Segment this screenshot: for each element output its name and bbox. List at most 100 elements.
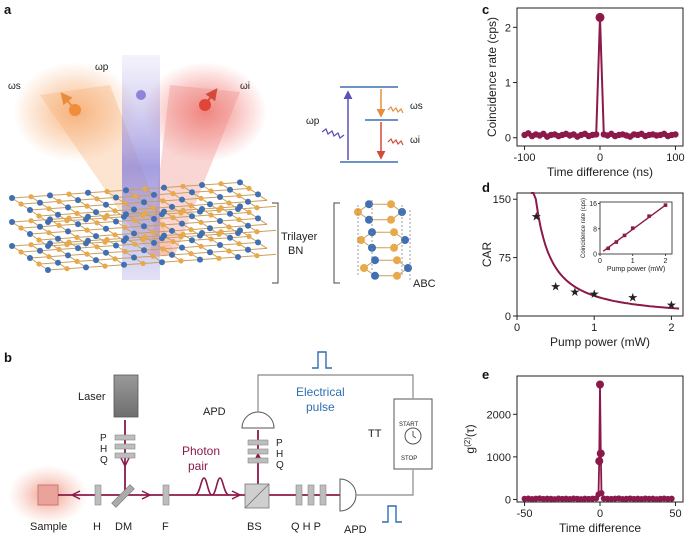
label-omega-i: ωi	[240, 81, 250, 92]
bn-bond	[256, 253, 277, 257]
polarizer-3	[319, 484, 327, 506]
bn-bond	[76, 259, 97, 262]
boron-atom	[404, 264, 412, 272]
boron-atom	[189, 189, 195, 196]
boron-atom	[365, 200, 373, 209]
nitrogen-atom	[102, 263, 108, 269]
pump-wave	[321, 127, 345, 140]
boron-atom	[75, 245, 81, 252]
bn-bond	[39, 248, 60, 252]
boron-atom	[371, 271, 379, 280]
bn-bond	[106, 237, 127, 240]
bn-bond	[182, 232, 203, 235]
inset-y-axis-label: Coincidence rate (cps)	[581, 198, 587, 258]
nitrogen-atom	[140, 260, 146, 267]
boron-atom	[207, 225, 213, 232]
beam-splitter-diagonal	[244, 483, 270, 509]
bn-bond	[161, 260, 182, 263]
nitrogen-atom	[56, 222, 62, 228]
bn-bond	[95, 234, 116, 237]
nitrogen-atom	[56, 246, 62, 252]
nitrogen-atom	[160, 198, 166, 204]
bn-bond	[124, 225, 145, 228]
bn-bond	[57, 260, 78, 264]
nitrogen-atom	[393, 271, 401, 280]
x-tick-label: 2	[668, 322, 674, 334]
bn-bond	[39, 200, 60, 204]
boron-atom	[398, 208, 406, 216]
boron-atom	[237, 203, 243, 210]
bn-bond	[48, 230, 69, 234]
bn-bond	[134, 218, 155, 221]
photon-pair-waveform	[194, 477, 230, 496]
boron-atom	[207, 201, 213, 208]
boron-atom	[207, 249, 213, 256]
data-point-star: ★	[589, 287, 600, 301]
label-abc: ABC	[413, 278, 436, 290]
label-bs: BS	[247, 521, 262, 533]
bn-bond	[142, 237, 163, 240]
nitrogen-atom	[218, 205, 224, 211]
plot-frame	[516, 192, 684, 317]
bn-bond	[152, 206, 173, 209]
bn-bond	[210, 237, 231, 240]
bn-bond	[77, 198, 98, 201]
y-label-sup: (2)	[463, 437, 472, 447]
bn-bond	[47, 268, 68, 271]
bn-layer	[9, 203, 277, 249]
bn-bond	[201, 207, 222, 210]
boron-atom	[47, 240, 53, 247]
nitrogen-atom	[354, 208, 362, 216]
nitrogen-atom	[208, 236, 214, 242]
bn-bond	[30, 194, 51, 198]
boron-atom	[103, 201, 109, 208]
data-point	[595, 12, 605, 22]
nitrogen-atom	[122, 248, 128, 255]
boron-atom	[365, 215, 373, 224]
label-f: F	[162, 521, 169, 533]
bn-bond	[220, 229, 241, 233]
nitrogen-atom	[198, 195, 204, 201]
label-start: START	[399, 422, 418, 428]
bn-bond	[58, 223, 79, 226]
nitrogen-atom	[236, 217, 242, 223]
series-line	[524, 384, 672, 501]
bn-bond	[238, 193, 259, 197]
label-sample: Sample	[30, 521, 67, 533]
boron-atom	[151, 239, 157, 246]
inset-x-tick-label: 0	[598, 258, 602, 265]
nitrogen-atom	[246, 185, 252, 191]
data-point-star: ★	[531, 209, 542, 223]
bn-bond	[238, 241, 259, 245]
bn-bond	[29, 232, 50, 235]
bn-bond	[172, 215, 193, 219]
sample	[37, 484, 59, 506]
bn-bond	[115, 195, 136, 198]
panel-a: a ωs ωp ωi Trilayer BN ABC	[4, 2, 436, 290]
boron-atom	[217, 242, 223, 248]
bn-bond	[11, 244, 32, 247]
boron-atom	[199, 182, 205, 188]
boron-atom	[141, 247, 147, 254]
nitrogen-atom	[170, 215, 176, 221]
bn-bond	[209, 202, 230, 205]
bn-bond	[134, 242, 155, 245]
inset-x-axis-label: Pump power (mW)	[607, 266, 665, 273]
nitrogen-atom	[178, 258, 184, 264]
bn-bond	[218, 232, 239, 235]
bn-bond	[229, 211, 250, 215]
bs-in-arrowhead	[231, 490, 242, 500]
label-h: H	[93, 521, 101, 533]
bn-bond	[85, 265, 106, 268]
nitrogen-atom	[122, 224, 128, 231]
label-h1: H	[100, 444, 107, 455]
nitrogen-atom	[254, 253, 260, 259]
bn-bond	[20, 202, 41, 205]
nitrogen-atom	[94, 220, 100, 226]
pump-photon	[136, 90, 146, 100]
boron-atom	[151, 191, 157, 198]
bn-bond	[142, 261, 163, 264]
nitrogen-atom	[132, 193, 138, 199]
bn-bond	[171, 205, 192, 208]
